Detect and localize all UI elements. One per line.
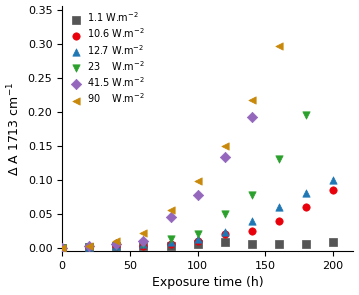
12.7 W.m$^{-2}$	[59, 245, 65, 250]
23    W.m$^{-2}$	[249, 192, 255, 197]
10.6 W.m$^{-2}$	[249, 228, 255, 233]
23    W.m$^{-2}$	[141, 242, 146, 247]
10.6 W.m$^{-2}$	[59, 245, 65, 250]
12.7 W.m$^{-2}$	[249, 218, 255, 223]
41.5 W.m$^{-2}$	[222, 155, 228, 160]
12.7 W.m$^{-2}$	[113, 243, 119, 248]
10.6 W.m$^{-2}$	[195, 239, 201, 243]
41.5 W.m$^{-2}$	[249, 115, 255, 119]
1.1 W.m$^{-2}$	[276, 241, 282, 246]
90    W.m$^{-2}$	[59, 245, 65, 250]
90    W.m$^{-2}$	[276, 43, 282, 48]
41.5 W.m$^{-2}$	[59, 245, 65, 250]
10.6 W.m$^{-2}$	[222, 232, 228, 237]
1.1 W.m$^{-2}$	[168, 243, 173, 248]
23    W.m$^{-2}$	[195, 232, 201, 237]
10.6 W.m$^{-2}$	[87, 245, 92, 250]
10.6 W.m$^{-2}$	[330, 188, 336, 192]
12.7 W.m$^{-2}$	[330, 177, 336, 182]
23    W.m$^{-2}$	[87, 245, 92, 250]
10.6 W.m$^{-2}$	[113, 244, 119, 249]
X-axis label: Exposure time (h): Exposure time (h)	[152, 276, 264, 289]
1.1 W.m$^{-2}$	[249, 242, 255, 247]
12.7 W.m$^{-2}$	[141, 242, 146, 247]
1.1 W.m$^{-2}$	[141, 243, 146, 248]
10.6 W.m$^{-2}$	[168, 242, 173, 247]
90    W.m$^{-2}$	[113, 239, 119, 243]
23    W.m$^{-2}$	[168, 237, 173, 241]
10.6 W.m$^{-2}$	[276, 218, 282, 223]
10.6 W.m$^{-2}$	[141, 243, 146, 248]
23    W.m$^{-2}$	[222, 212, 228, 216]
1.1 W.m$^{-2}$	[87, 245, 92, 250]
41.5 W.m$^{-2}$	[113, 242, 119, 247]
23    W.m$^{-2}$	[113, 243, 119, 248]
1.1 W.m$^{-2}$	[303, 242, 309, 247]
10.6 W.m$^{-2}$	[303, 205, 309, 209]
Legend: 1.1 W.m$^{-2}$, 10.6 W.m$^{-2}$, 12.7 W.m$^{-2}$, 23    W.m$^{-2}$, 41.5 W.m$^{-: 1.1 W.m$^{-2}$, 10.6 W.m$^{-2}$, 12.7 W.…	[64, 8, 147, 107]
1.1 W.m$^{-2}$	[59, 245, 65, 250]
23    W.m$^{-2}$	[303, 113, 309, 117]
90    W.m$^{-2}$	[168, 208, 173, 213]
41.5 W.m$^{-2}$	[141, 239, 146, 243]
1.1 W.m$^{-2}$	[330, 240, 336, 245]
41.5 W.m$^{-2}$	[168, 215, 173, 219]
12.7 W.m$^{-2}$	[222, 230, 228, 235]
41.5 W.m$^{-2}$	[87, 244, 92, 249]
90    W.m$^{-2}$	[141, 230, 146, 235]
12.7 W.m$^{-2}$	[276, 205, 282, 209]
41.5 W.m$^{-2}$	[195, 192, 201, 197]
12.7 W.m$^{-2}$	[168, 240, 173, 245]
90    W.m$^{-2}$	[87, 243, 92, 248]
1.1 W.m$^{-2}$	[195, 242, 201, 247]
1.1 W.m$^{-2}$	[222, 240, 228, 245]
90    W.m$^{-2}$	[195, 179, 201, 183]
1.1 W.m$^{-2}$	[113, 244, 119, 249]
12.7 W.m$^{-2}$	[87, 245, 92, 250]
90    W.m$^{-2}$	[222, 143, 228, 148]
12.7 W.m$^{-2}$	[303, 191, 309, 196]
Y-axis label: Δ A 1713 cm$^{-1}$: Δ A 1713 cm$^{-1}$	[5, 82, 22, 176]
23    W.m$^{-2}$	[59, 245, 65, 250]
23    W.m$^{-2}$	[276, 157, 282, 162]
90    W.m$^{-2}$	[249, 98, 255, 103]
12.7 W.m$^{-2}$	[195, 237, 201, 241]
